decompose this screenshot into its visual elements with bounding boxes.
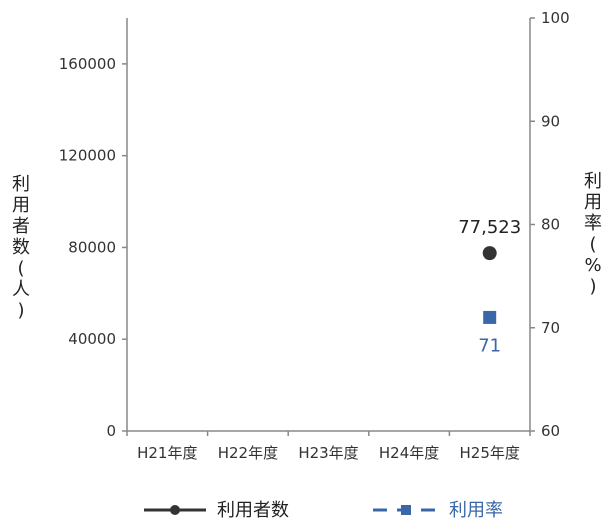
legend: 利用者数 利用率 [144, 500, 503, 521]
legend-marker-rate [401, 505, 411, 515]
legend-item-rate: 利用率 [373, 500, 503, 521]
left-axis-label-char: 人 [12, 279, 30, 300]
right-axis-label-char: 用 [584, 192, 602, 213]
right-axis-label-char: % [584, 255, 601, 276]
left-tick-label: 0 [106, 422, 116, 440]
x-axis-ticks: H21年度 H22年度 H23年度 H24年度 H25年度 [126, 431, 531, 462]
rate-data-label: 71 [478, 335, 501, 356]
users-data-point [482, 246, 497, 261]
right-tick-label: 100 [541, 9, 570, 27]
x-tick-label: H25年度 [460, 444, 520, 462]
right-axis-label-char: ( [589, 234, 596, 255]
right-tick-label: 60 [541, 422, 560, 440]
right-tick-label: 70 [541, 319, 560, 337]
left-axis-label-char: 用 [12, 195, 30, 216]
x-tick-label: H21年度 [137, 444, 197, 462]
right-axis-label-char: 利 [584, 171, 602, 192]
legend-label-rate: 利用率 [449, 500, 503, 521]
rate-data-point [483, 310, 497, 324]
left-axis-label-char: ) [17, 300, 24, 321]
right-tick-label: 80 [541, 216, 560, 234]
x-tick-label: H22年度 [218, 444, 278, 462]
left-tick-label: 80000 [68, 238, 116, 256]
legend-item-users: 利用者数 [144, 500, 289, 521]
right-tick-label: 90 [541, 112, 560, 130]
left-axis-label-char: 者 [12, 216, 30, 237]
left-axis-label-char: 利 [12, 174, 30, 195]
x-tick-label: H24年度 [379, 444, 439, 462]
left-tick-label: 160000 [59, 55, 116, 73]
legend-marker-users [170, 505, 180, 515]
right-axis-label: 利用率(%) [584, 171, 602, 297]
left-tick-label: 40000 [68, 330, 116, 348]
left-axis-ticks: 0 40000 80000 120000 160000 [59, 55, 127, 440]
left-axis-label-char: ( [17, 258, 24, 279]
right-axis-ticks: 60 70 80 90 100 [530, 9, 570, 440]
data-marks: 77,523 71 [458, 217, 521, 356]
right-axis-label-char: 率 [584, 213, 602, 234]
legend-label-users: 利用者数 [217, 500, 289, 521]
x-tick-label: H23年度 [298, 444, 358, 462]
left-axis-label-char: 数 [12, 237, 30, 258]
left-tick-label: 120000 [59, 147, 116, 165]
users-data-label: 77,523 [458, 217, 521, 238]
right-axis-label-char: ) [589, 276, 596, 297]
left-axis-label: 利用者数(人) [12, 174, 30, 321]
